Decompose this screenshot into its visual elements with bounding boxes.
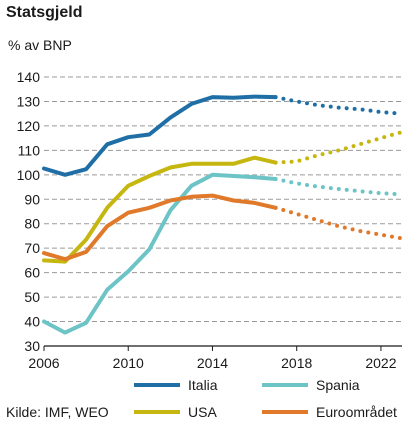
x-tick-label-2018: 2018 (281, 355, 312, 371)
legend-swatch-italia (134, 383, 180, 387)
legend-swatch-spania (262, 383, 308, 387)
legend-label-usa: USA (188, 404, 217, 420)
series-line-italia (42, 94, 278, 177)
legend-item-euroomradet: Euroområdet (262, 404, 397, 420)
x-tick-label-2006: 2006 (28, 355, 59, 371)
legend-label-italia: Italia (188, 377, 218, 393)
legend-label-euroomradet: Euroområdet (316, 404, 397, 420)
legend-item-spania: Spania (262, 377, 360, 393)
y-tick-label-80: 80 (24, 216, 40, 232)
series-forecast-italia (273, 95, 404, 116)
y-tick-label-70: 70 (24, 240, 40, 256)
y-tick-label-130: 130 (17, 93, 41, 109)
y-tick-label-40: 40 (24, 314, 40, 330)
y-tick-label-110: 110 (18, 142, 41, 158)
legend-item-usa: USA (134, 404, 217, 420)
y-axis-unit-label: % av BNP (8, 37, 72, 53)
y-tick-label-100: 100 (17, 167, 41, 183)
y-tick-label-120: 120 (17, 118, 41, 134)
series-line-euroområdet (42, 193, 278, 262)
series-forecast-euroområdet (273, 205, 404, 241)
x-tick-label-2022: 2022 (365, 355, 396, 371)
y-tick-label-60: 60 (24, 265, 40, 281)
chart-title: Statsgjeld (6, 4, 83, 21)
series-forecast-spania (273, 177, 404, 197)
series-line-usa (42, 155, 278, 264)
y-tick-label-30: 30 (24, 338, 40, 354)
y-tick-label-50: 50 (24, 289, 40, 305)
legend-swatch-usa (134, 410, 180, 414)
source-note: Kilde: IMF, WEO (6, 404, 109, 420)
legend-label-spania: Spania (316, 377, 360, 393)
legend-swatch-euroomradet (262, 410, 308, 414)
y-tick-label-90: 90 (24, 191, 40, 207)
x-tick-label-2014: 2014 (197, 355, 228, 371)
legend-item-italia: Italia (134, 377, 218, 393)
x-tick-label-2010: 2010 (113, 355, 144, 371)
series-forecast-usa (273, 130, 404, 165)
y-tick-label-140: 140 (17, 69, 41, 85)
series-line-spania (42, 172, 278, 335)
